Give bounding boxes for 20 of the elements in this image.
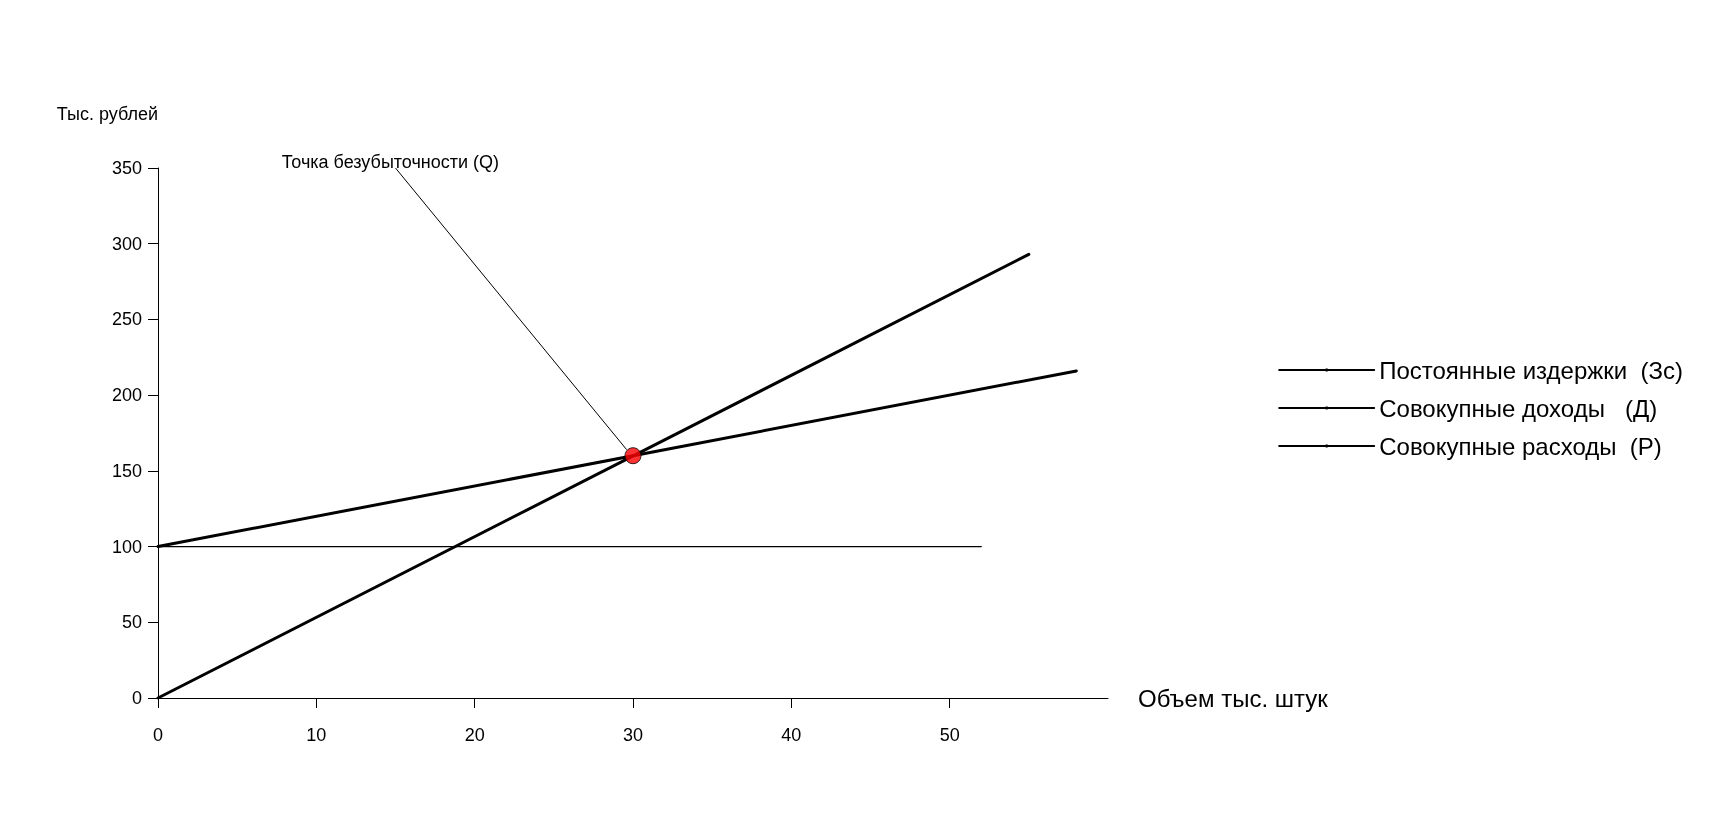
x-tick-label: 30: [622, 725, 644, 745]
y-tick-label: 350: [111, 158, 142, 178]
legend-label: Постоянные издержки (Зс): [1379, 356, 1683, 384]
x-tick-label: 40: [781, 725, 802, 745]
legend-label: Совокупные расходы (Р): [1379, 432, 1662, 460]
annotation: Точка безубыточности (Q): [281, 151, 500, 172]
y-tick-label: 150: [111, 460, 142, 481]
y-tick-label: 100: [111, 536, 142, 557]
y-tick-label: 50: [121, 612, 142, 633]
x-tick-label: 10: [306, 725, 327, 745]
x-tick-label: 20: [464, 725, 485, 745]
y-tick-label: 200: [111, 385, 142, 406]
x-tick-label: 50: [939, 725, 960, 745]
x-tick-label: 0: [152, 725, 164, 745]
y-tick-label: 300: [111, 233, 142, 254]
x-axis-title: Объем тыс. штук: [1138, 684, 1329, 712]
legend-label: Совокупные доходы (Д): [1379, 394, 1658, 422]
y-tick-label: 0: [131, 688, 142, 708]
y-axis-title: Тыс. рублей: [56, 104, 158, 124]
y-tick-label: 250: [111, 309, 142, 330]
